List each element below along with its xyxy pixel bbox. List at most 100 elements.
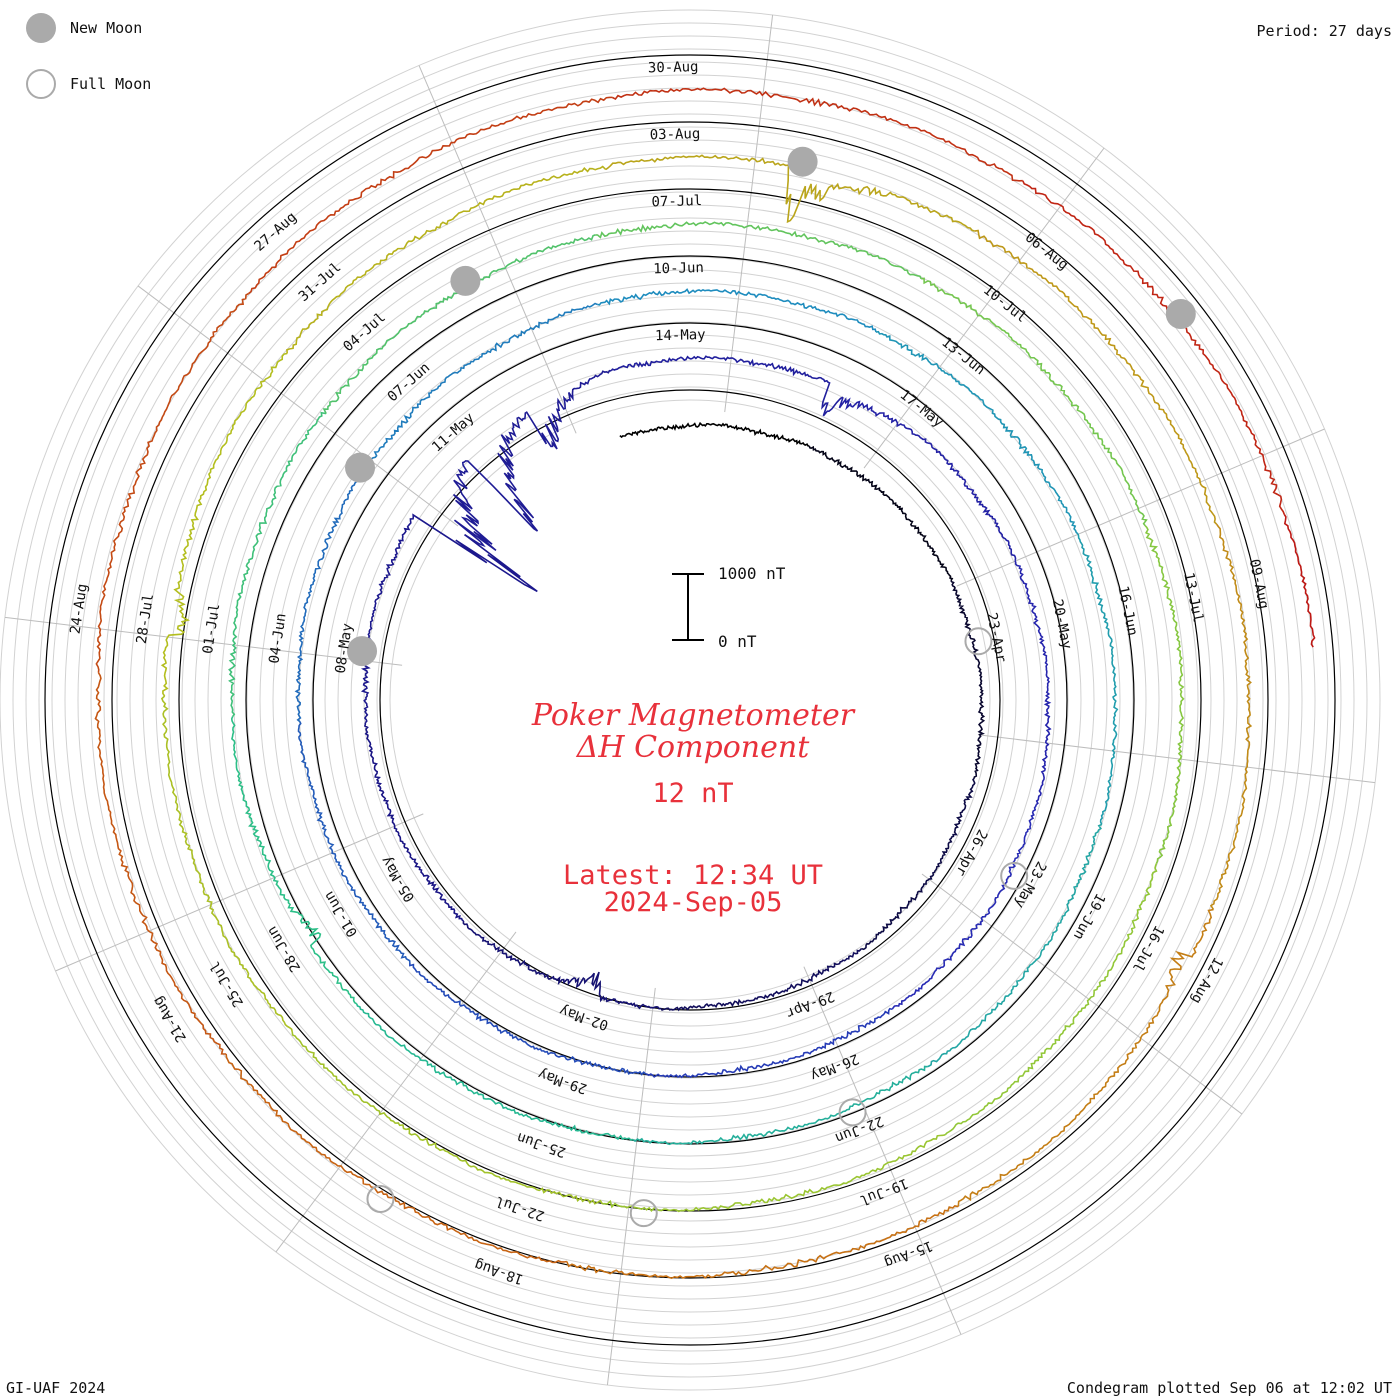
data-line-segment: [1209, 523, 1253, 910]
current-value: 12 nT: [652, 778, 734, 809]
data-line-segment: [1144, 525, 1185, 864]
date-label: 08-May: [333, 622, 356, 674]
period-ring: [379, 389, 1001, 1011]
data-line-segment: [891, 804, 1037, 1010]
data-line-segment: [602, 1134, 946, 1213]
full-moon-marker: [366, 1184, 395, 1213]
data-line-segment: [597, 288, 877, 333]
new-moon-marker: [787, 146, 818, 177]
date-label: 13-Jul: [1180, 571, 1206, 624]
data-line-segment: [228, 411, 327, 718]
full-moon-marker: [964, 627, 993, 656]
grid-ring: [259, 269, 1121, 1131]
date-label: 30-Aug: [648, 59, 699, 76]
date-label: 16-Jun: [1115, 584, 1141, 637]
date-label: 20-May: [1049, 598, 1075, 651]
date-label: 06-Aug: [1022, 230, 1072, 274]
grid-ring: [51, 61, 1329, 1339]
data-line-segment: [160, 695, 294, 1033]
data-line-segment: [950, 580, 986, 779]
grid-ring: [12, 22, 1368, 1378]
data-line-segment: [611, 87, 1023, 182]
grid-spoke: [724, 14, 774, 413]
full-moon-marker: [838, 1098, 867, 1127]
grid-ring: [285, 295, 1095, 1105]
latest-time: Latest: 12:34 UT: [562, 860, 824, 891]
data-line-segment: [927, 823, 1103, 1068]
data-line-segment: [619, 421, 810, 447]
date-label: 02-May: [557, 1002, 610, 1033]
data-line-segment: [230, 716, 358, 1005]
grid-spokes: [4, 14, 1376, 1386]
data-line-segment: [974, 229, 1218, 525]
data-line-segment: [632, 1065, 928, 1146]
grid-ring: [298, 308, 1082, 1092]
grid-spoke: [863, 147, 1105, 469]
date-label: 12-Aug: [1188, 954, 1226, 1006]
grid-ring: [389, 399, 991, 1001]
grid-ring: [272, 282, 1108, 1118]
scale-bottom-label: 0 nT: [718, 632, 757, 651]
plotted-label: Condegram plotted Sep 06 at 12:02 UT: [1066, 1379, 1392, 1397]
data-line-segment: [861, 777, 976, 951]
full-moon-marker: [1000, 861, 1029, 890]
new-moon-marker: [347, 636, 378, 667]
grid-ring: [0, 9, 1381, 1391]
date-label: 07-Jul: [651, 193, 702, 210]
grid-ring: [194, 204, 1186, 1196]
grid-spoke: [418, 65, 577, 434]
grid-ring: [64, 74, 1316, 1326]
data-line-segment: [297, 721, 411, 964]
grid-ring: [25, 35, 1355, 1365]
period-label: Period: 27 days: [1256, 22, 1392, 40]
date-label: 17-May: [897, 387, 947, 431]
data-line-segment: [94, 672, 227, 1055]
date-label: 24-Aug: [67, 583, 90, 635]
chart-subtitle: ΔH Component: [576, 730, 810, 765]
new-moon-marker: [345, 452, 376, 483]
data-line-segment: [921, 277, 1148, 527]
grid-ring: [376, 386, 1004, 1014]
date-label: 22-Jul: [494, 1192, 547, 1223]
data-line-segment: [957, 908, 1214, 1207]
grid-spoke: [956, 428, 1325, 587]
date-label: 25-Jun: [515, 1129, 568, 1160]
data-line-segment: [294, 460, 371, 723]
grid-spoke: [4, 616, 403, 666]
data-line-segment: [160, 352, 288, 697]
grid-ring: [311, 321, 1069, 1079]
full-moon-icon: [26, 69, 56, 99]
grid-ring: [207, 217, 1173, 1183]
legend-full-moon-label: Full Moon: [70, 75, 152, 93]
data-line-segment: [452, 369, 612, 551]
grid-ring: [324, 334, 1056, 1066]
latest-date: 2024-Sep-05: [603, 887, 783, 918]
data-line-segment: [248, 96, 613, 295]
date-label: 28-Jul: [134, 593, 157, 645]
date-label: 28-Jun: [264, 923, 304, 974]
grid-spoke: [606, 987, 656, 1386]
data-line-segment: [1014, 560, 1052, 806]
legend-new-moon: New Moon: [26, 13, 142, 43]
grid-spoke: [275, 931, 517, 1253]
data-line-segment: [1283, 513, 1316, 648]
date-label: 23-May: [1011, 858, 1049, 910]
moon-markers: [345, 146, 1196, 1228]
grid-ring: [38, 48, 1342, 1352]
data-line-segment: [369, 302, 598, 462]
grid-ring: [168, 178, 1212, 1222]
credit-label: GI-UAF 2024: [6, 1379, 106, 1397]
grid-ring: [90, 100, 1290, 1300]
data-line-segment: [286, 165, 607, 354]
scale-top-label: 1000 nT: [718, 564, 786, 583]
grid-ring: [233, 243, 1147, 1157]
scale-bar: 1000 nT 0 nT: [672, 564, 786, 651]
grid-spoke: [137, 285, 459, 527]
date-label: 10-Jun: [653, 260, 704, 277]
data-line-segment: [838, 396, 1017, 561]
grid-ring: [77, 87, 1303, 1313]
grid-rings: [0, 9, 1381, 1391]
data-line-segment: [462, 920, 662, 1010]
new-moon-marker: [1165, 298, 1196, 329]
